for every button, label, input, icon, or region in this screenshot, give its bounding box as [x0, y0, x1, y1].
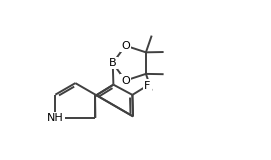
Text: O: O	[121, 76, 130, 86]
Text: O: O	[121, 41, 130, 51]
Text: NH: NH	[47, 113, 64, 123]
Text: B: B	[109, 58, 117, 68]
Text: F: F	[144, 81, 151, 91]
